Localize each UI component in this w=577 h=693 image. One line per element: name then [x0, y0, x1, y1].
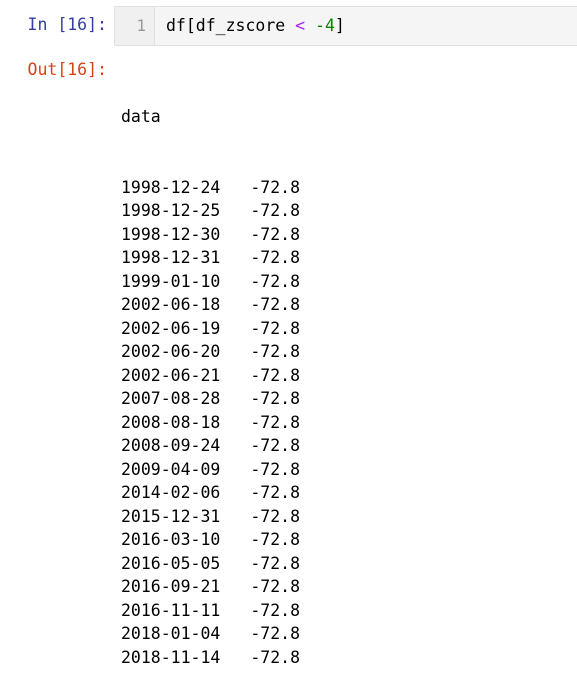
row-date: 1998-12-25 [121, 201, 221, 220]
output-row: 2016-09-21 -72.8 [121, 575, 300, 599]
code-number: -4 [315, 16, 335, 35]
input-cell[interactable]: In [16]: 1 df[df_zscore < -4] [0, 0, 577, 50]
code-line[interactable]: df[df_zscore < -4] [166, 7, 345, 45]
output-row: 2008-09-24 -72.8 [121, 434, 300, 458]
row-value: -72.8 [250, 389, 301, 408]
output-row: 2016-11-11 -72.8 [121, 599, 300, 623]
output-row: 2018-11-14 -72.8 [121, 646, 300, 670]
output-area: data 1998-12-24 -72.8 1998-12-25 -72.8 1998-… [121, 58, 300, 693]
output-row: 1998-12-31 -72.8 [121, 246, 300, 270]
row-date: 2007-08-28 [121, 389, 221, 408]
row-value: -72.8 [250, 342, 301, 361]
row-date: 2018-11-14 [121, 647, 221, 667]
input-prompt: In [16]: [27, 15, 107, 34]
row-value: -72.8 [250, 318, 301, 338]
row-date: 1998-12-24 [121, 177, 221, 197]
row-date: 1999-01-10 [121, 271, 221, 291]
row-date: 2002-06-20 [121, 342, 221, 361]
row-value: -72.8 [250, 530, 301, 549]
row-date: 2016-11-11 [121, 600, 221, 620]
code-editor[interactable]: 1 df[df_zscore < -4] [114, 6, 577, 46]
row-date: 2002-06-19 [121, 318, 221, 338]
row-value: -72.8 [250, 553, 301, 573]
code-space [305, 16, 315, 35]
row-date: 2014-02-06 [121, 483, 221, 502]
output-header: data [121, 107, 161, 126]
row-date: 2016-05-05 [121, 553, 221, 573]
output-row: 2002-06-18 -72.8 [121, 293, 300, 317]
code-bracket: ] [334, 16, 345, 35]
row-value: -72.8 [250, 271, 301, 291]
row-value: -72.8 [250, 295, 301, 314]
output-row: 2014-02-06 -72.8 [121, 481, 300, 505]
output-row: 1999-01-10 -72.8 [121, 270, 300, 294]
output-row: 2008-08-18 -72.8 [121, 411, 300, 435]
row-value: -72.8 [250, 201, 301, 220]
code-text: df[df_zscore [166, 16, 296, 35]
output-rows: 1998-12-24 -72.8 1998-12-25 -72.8 1998-12-30… [121, 176, 300, 670]
row-value: -72.8 [250, 224, 301, 244]
row-date: 2009-04-09 [121, 459, 221, 479]
row-date: 2016-09-21 [121, 577, 221, 596]
code-operator: < [295, 16, 306, 35]
output-row: 2015-12-31 -72.8 [121, 505, 300, 529]
output-row: 2016-03-10 -72.8 [121, 528, 300, 552]
row-date: 2015-12-31 [121, 506, 221, 526]
row-value: -72.8 [250, 647, 301, 667]
row-date: 2002-06-21 [121, 365, 221, 385]
row-value: -72.8 [250, 506, 301, 526]
output-row: 1998-12-30 -72.8 [121, 223, 300, 247]
row-value: -72.8 [250, 436, 301, 455]
output-row: 2002-06-19 -72.8 [121, 317, 300, 341]
row-date: 2008-09-24 [121, 436, 221, 455]
row-value: -72.8 [250, 412, 301, 432]
row-date: 1998-12-31 [121, 248, 221, 267]
row-value: -72.8 [250, 459, 301, 479]
row-date: 2002-06-18 [121, 295, 221, 314]
output-row: 1998-12-25 -72.8 [121, 199, 300, 223]
row-date: 2016-03-10 [121, 530, 221, 549]
row-value: -72.8 [250, 177, 301, 197]
output-prompt: Out[16]: [27, 60, 107, 79]
output-row: 2018-01-04 -72.8 [121, 622, 300, 646]
output-row: 1998-12-24 -72.8 [121, 176, 300, 200]
row-date: 1998-12-30 [121, 224, 221, 244]
row-date: 2018-01-04 [121, 624, 221, 643]
row-value: -72.8 [250, 483, 301, 502]
output-row: 2002-06-20 -72.8 [121, 340, 300, 364]
output-row: 2002-06-21 -72.8 [121, 364, 300, 388]
row-date: 2008-08-18 [121, 412, 221, 432]
output-row: 2007-08-28 -72.8 [121, 387, 300, 411]
line-number: 1 [115, 7, 155, 45]
row-value: -72.8 [250, 365, 301, 385]
row-value: -72.8 [250, 577, 301, 596]
row-value: -72.8 [250, 624, 301, 643]
row-value: -72.8 [250, 248, 301, 267]
output-row: 2016-05-05 -72.8 [121, 552, 300, 576]
row-value: -72.8 [250, 600, 301, 620]
output-row: 2009-04-09 -72.8 [121, 458, 300, 482]
